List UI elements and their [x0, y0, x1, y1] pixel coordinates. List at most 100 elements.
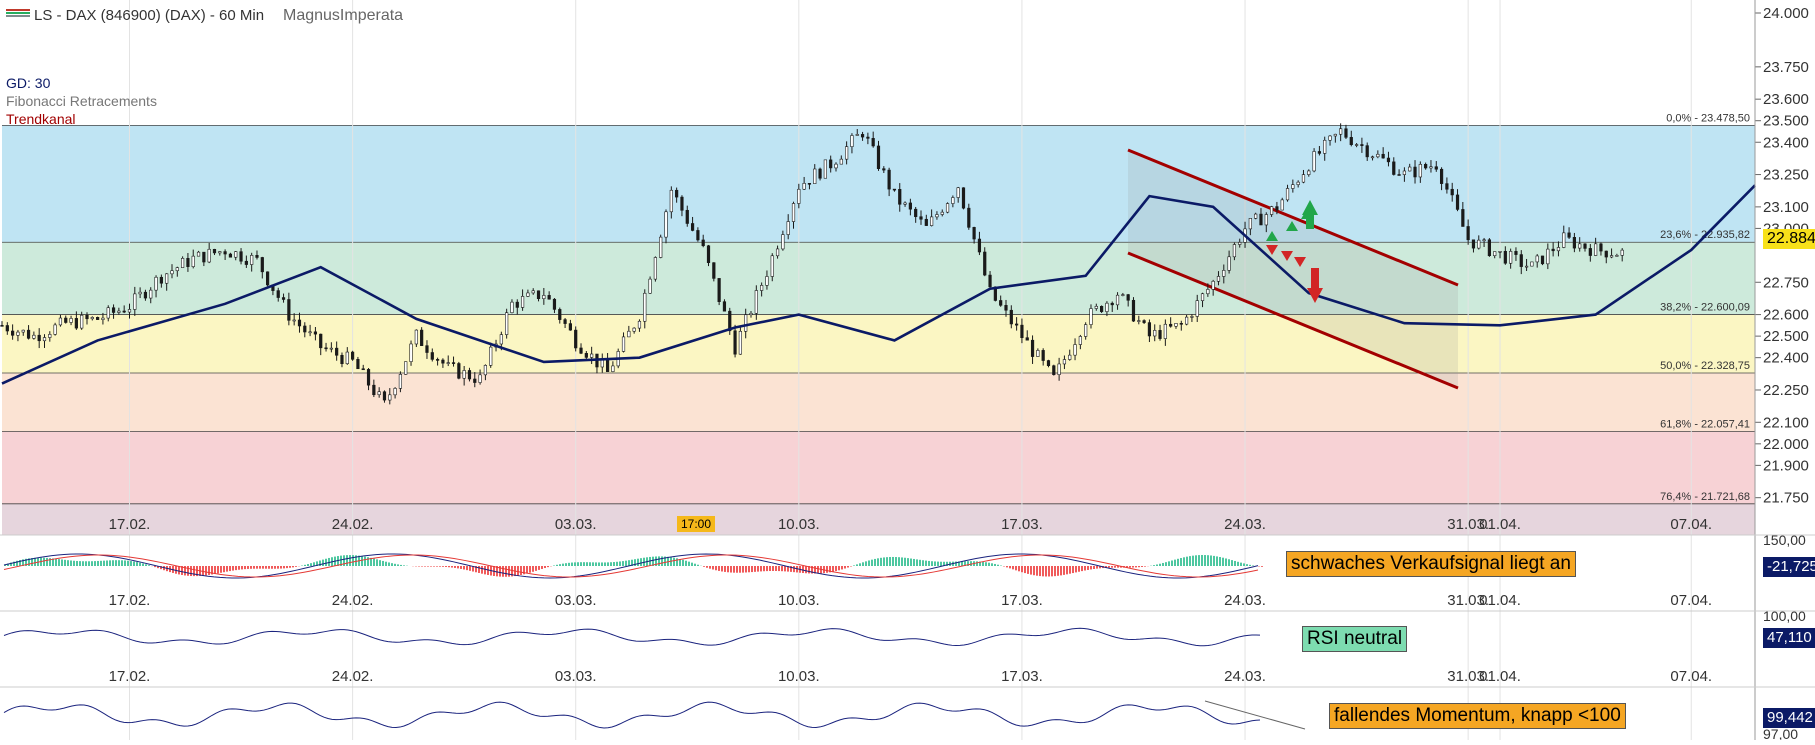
macd-histogram-bar [205, 566, 207, 575]
x-axis-label: 07.04. [1670, 516, 1712, 533]
rsi-line [4, 628, 1260, 645]
candle-body [989, 275, 992, 287]
candle-body [941, 212, 944, 214]
macd-histogram-bar [373, 559, 375, 566]
macd-histogram-bar [757, 566, 759, 572]
macd-histogram-bar [1198, 555, 1200, 566]
macd-histogram-bar [85, 561, 87, 566]
macd-histogram-bar [562, 564, 564, 566]
macd-histogram-bar [1006, 566, 1008, 567]
macd-histogram-bar [1093, 566, 1095, 569]
macd-histogram-bar [238, 566, 240, 570]
macd-histogram-bar [784, 566, 786, 571]
candle-body [96, 317, 99, 319]
macd-histogram-bar [1195, 555, 1197, 566]
macd-histogram-bar [1087, 566, 1089, 570]
candle-body [877, 146, 880, 169]
momentum-trend-line [1205, 701, 1305, 729]
macd-histogram-bar [1156, 564, 1158, 566]
candle-body [1292, 185, 1295, 189]
macd-histogram-bar [484, 566, 486, 574]
candle-body [118, 311, 121, 312]
indicator-label-fibonacci[interactable]: Fibonacci Retracements [6, 93, 157, 109]
macd-histogram-bar [571, 563, 573, 566]
candle-body [351, 352, 354, 359]
macd-histogram-bar [688, 562, 690, 566]
candle-body [1366, 146, 1369, 157]
macd-histogram-bar [934, 561, 936, 566]
candle-body [1616, 255, 1619, 256]
candle-body [6, 325, 9, 331]
macd-histogram-bar [325, 559, 327, 566]
candle-body [1207, 289, 1210, 293]
candle-body [723, 302, 726, 312]
macd-histogram-bar [64, 560, 66, 566]
candle-body [787, 222, 790, 235]
macd-histogram-bar [535, 566, 537, 571]
candle-body [224, 252, 227, 254]
macd-histogram-bar [508, 566, 510, 577]
macd-histogram-bar [82, 561, 84, 566]
macd-histogram-bar [892, 557, 894, 566]
macd-histogram-bar [1171, 560, 1173, 566]
macd-histogram-bar [394, 564, 396, 566]
macd-histogram-bar [697, 565, 699, 566]
macd-histogram-bar [832, 566, 834, 572]
macd-histogram-bar [1078, 566, 1080, 572]
candle-body [872, 138, 875, 146]
macd-histogram-bar [442, 566, 444, 567]
macd-histogram-bar [748, 566, 750, 572]
candle-body [622, 337, 625, 351]
macd-histogram-bar [109, 560, 111, 566]
candle-body [75, 318, 78, 328]
candle-body [1371, 157, 1374, 158]
macd-histogram-bar [481, 566, 483, 574]
y-axis-tick-label: 23.250 [1763, 167, 1809, 184]
macd-histogram-bar [352, 555, 354, 566]
candle-body [946, 204, 949, 213]
macd-histogram-bar [901, 557, 903, 566]
macd-histogram-bar [874, 559, 876, 566]
macd-histogram-bar [1135, 566, 1137, 567]
candle-body [856, 134, 859, 135]
candle-body [1525, 266, 1528, 267]
candle-body [102, 318, 105, 320]
candle-body [1345, 129, 1348, 138]
candle-body [1323, 140, 1326, 153]
macd-histogram-bar [1057, 566, 1059, 576]
candle-body [165, 274, 168, 283]
indicator-label-trendkanal[interactable]: Trendkanal [6, 111, 76, 127]
macd-histogram-bar [625, 561, 627, 566]
candle-body [750, 313, 753, 314]
macd-histogram-bar [1210, 555, 1212, 566]
macd-histogram-bar [940, 562, 942, 566]
macd-histogram-bar [1249, 565, 1251, 566]
candle-body [952, 198, 955, 204]
macd-histogram-bar [712, 566, 714, 570]
macd-histogram-bar [1042, 566, 1044, 576]
candle-body [362, 369, 365, 370]
candle-body [176, 268, 179, 271]
macd-histogram-bar [1114, 566, 1116, 568]
candle-body [27, 330, 30, 338]
macd-histogram-bar [577, 562, 579, 566]
candle-body [771, 256, 774, 277]
candle-body [1350, 137, 1353, 144]
candle-body [606, 360, 609, 372]
macd-histogram-bar [826, 566, 828, 573]
rsi-value-badge: 47,110 [1763, 628, 1815, 648]
macd-histogram-bar [55, 559, 57, 566]
fib-level-label: 61,8% - 22.057,41 [1660, 418, 1750, 430]
macd-histogram-bar [106, 560, 108, 566]
macd-histogram-bar [1069, 566, 1071, 574]
candle-body [1201, 294, 1204, 301]
candle-body [835, 164, 838, 168]
y-axis-tick-label: 22.250 [1763, 382, 1809, 399]
candle-body [1116, 295, 1119, 305]
candle-body [261, 257, 264, 271]
macd-histogram-bar [1009, 566, 1011, 568]
candle-body [1238, 242, 1241, 244]
macd-histogram-bar [235, 566, 237, 570]
indicator-label-gd[interactable]: GD: 30 [6, 75, 50, 91]
